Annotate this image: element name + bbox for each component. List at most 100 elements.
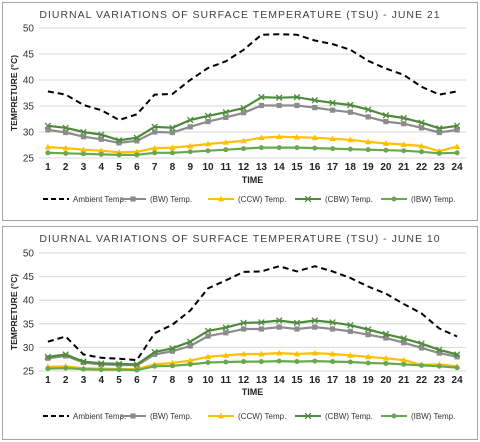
data-point [258,326,264,332]
data-point [454,127,460,133]
data-point [347,359,353,365]
x-tick-label: 6 [134,162,140,173]
data-point [187,149,193,155]
data-point [364,326,372,333]
data-point [134,367,140,373]
legend-item: (CBW) Temp. [295,412,373,421]
data-point [258,93,265,101]
data-point [382,355,390,361]
data-point [241,359,247,365]
data-point [400,114,407,122]
x-tick-label: 8 [170,162,176,173]
y-tick-label: 25 [23,367,35,378]
data-point [418,340,425,347]
chart-title: DIURNAL VARIATIONS OF SURFACE TEMPERATUR… [39,233,440,245]
x-tick-label: 9 [187,162,193,173]
data-point [44,122,52,130]
data-point [311,317,319,324]
x-tick-label: 7 [152,375,158,386]
data-point [240,350,247,357]
data-point [311,134,318,141]
data-point [311,97,319,104]
data-point [63,365,69,371]
data-point [205,119,211,125]
data-point [223,114,229,121]
data-point [187,361,193,367]
x-tick-label: 5 [116,375,122,386]
x-tick-label: 23 [434,375,446,386]
data-point [436,363,442,369]
data-point [418,125,425,131]
x-tick-label: 21 [398,375,410,386]
data-point [63,150,69,156]
data-point [312,358,318,364]
x-tick-label: 12 [238,375,250,386]
data-point [276,145,282,151]
data-point [275,94,283,101]
legend: Ambient Temp. (BW) Temp. (CCW) Temp. (CBW) … [43,412,455,421]
data-point [222,108,230,116]
data-point [419,149,425,155]
data-point [365,114,371,120]
data-point [241,326,247,332]
data-point [329,135,336,142]
data-point [258,319,265,326]
data-point [223,330,229,336]
legend-label: (BW) Temp. [150,195,192,204]
data-point [133,361,141,368]
x-tick-label: 15 [291,162,303,173]
data-point [258,102,264,109]
data-point [187,124,193,130]
data-point [205,333,211,339]
x-tick-label: 10 [202,375,214,386]
series-4 [45,145,460,158]
data-point [80,146,87,153]
legend-item: (CCW) Temp. [208,412,286,421]
data-point [222,324,230,331]
data-point [204,353,212,360]
x-axis-label: TIME [242,175,264,185]
x-tick-label: 11 [221,162,232,173]
x-tick-label: 12 [238,162,250,173]
data-point [169,363,175,369]
data-point [347,136,354,143]
data-point [347,101,354,109]
data-point [151,144,158,151]
x-tick-label: 13 [256,162,268,173]
data-point [418,142,425,149]
series-4 [45,358,460,373]
legend: Ambient Temp. (BW) Temp. (CCW) Temp. (CBW) … [43,195,455,204]
x-tick-label: 16 [309,375,321,386]
legend-label: (CBW) Temp. [325,412,373,421]
legend-item: Ambient Temp. [43,195,126,204]
legend-label: (IBW) Temp. [411,195,455,204]
data-point [419,362,425,368]
data-point [45,150,51,156]
chart-title: DIURNAL VARIATIONS OF SURFACE TEMPERATUR… [39,9,440,21]
x-tick-label: 2 [63,162,69,173]
x-tick-label: 17 [327,375,339,386]
data-point [382,112,390,119]
legend-label: (IBW) Temp. [411,412,455,421]
data-point [62,124,69,132]
x-tick-label: 3 [81,375,87,386]
data-point [329,99,336,107]
data-point [186,338,194,345]
y-axis-label: TEMPRETURE (°C) [9,274,19,350]
x-tick-label: 17 [327,162,339,173]
data-point [258,134,265,141]
legend-label: (CCW) Temp. [238,195,286,204]
x-tick-label: 14 [274,375,286,386]
data-point [329,107,336,113]
legend-marker [391,196,397,202]
chart-svg: DIURNAL VARIATIONS OF SURFACE TEMPERATUR… [9,233,466,421]
legend-item: (CCW) Temp. [208,195,286,204]
data-point [204,140,212,147]
series-1 [45,102,460,146]
data-point [115,360,123,368]
data-point [383,119,389,125]
data-point [293,93,301,101]
series-3 [44,93,461,144]
x-tick-label: 19 [363,375,375,386]
data-point [382,330,390,338]
